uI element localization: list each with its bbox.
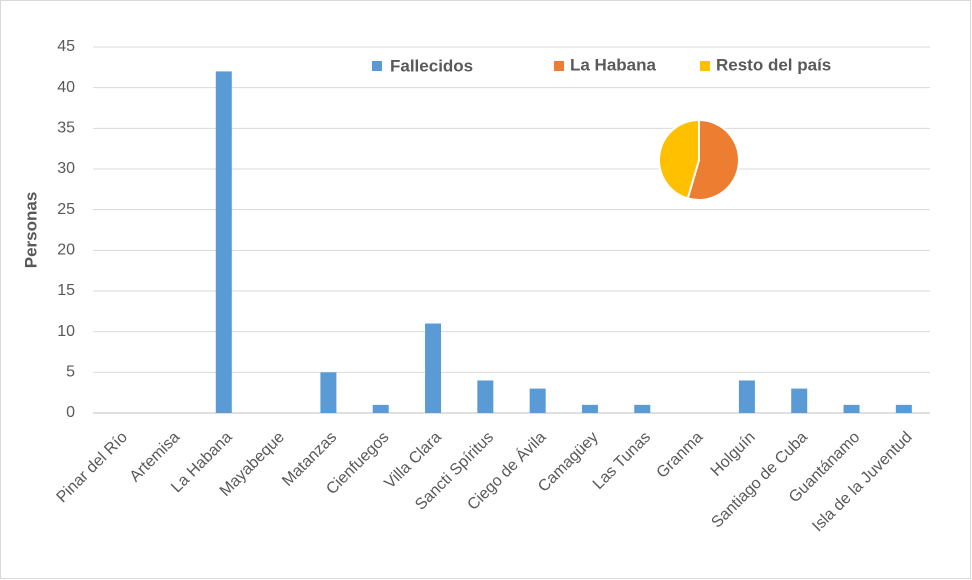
y-tick-label: 20 bbox=[57, 242, 75, 259]
legend-swatch bbox=[554, 61, 564, 71]
y-tick-label: 40 bbox=[57, 79, 75, 96]
pie-slice bbox=[658, 118, 700, 200]
legend-swatch bbox=[700, 61, 710, 71]
bar bbox=[477, 380, 494, 413]
legend-label: Fallecidos bbox=[390, 56, 473, 75]
legend-label: Resto del país bbox=[716, 55, 831, 74]
bar bbox=[372, 404, 389, 413]
legend-swatch bbox=[372, 61, 382, 71]
y-tick-label: 45 bbox=[57, 38, 75, 55]
y-tick-label: 25 bbox=[57, 201, 75, 218]
y-tick-label: 10 bbox=[57, 323, 75, 340]
bar bbox=[581, 404, 598, 413]
bar bbox=[791, 388, 808, 413]
bar bbox=[843, 404, 860, 413]
bar bbox=[425, 323, 442, 413]
bar bbox=[215, 71, 232, 414]
bar bbox=[738, 380, 755, 413]
y-tick-label: 35 bbox=[57, 120, 75, 137]
y-tick-label: 30 bbox=[57, 160, 75, 177]
bar bbox=[320, 372, 337, 413]
y-tick-label: 15 bbox=[57, 282, 75, 299]
bar bbox=[529, 388, 546, 413]
bar bbox=[634, 404, 651, 413]
bar bbox=[895, 404, 912, 413]
y-tick-label: 5 bbox=[66, 364, 75, 381]
legend-label: La Habana bbox=[570, 55, 657, 74]
y-tick-label: 0 bbox=[66, 404, 75, 421]
y-axis-label: Personas bbox=[21, 192, 40, 269]
pie-slice bbox=[686, 118, 740, 201]
